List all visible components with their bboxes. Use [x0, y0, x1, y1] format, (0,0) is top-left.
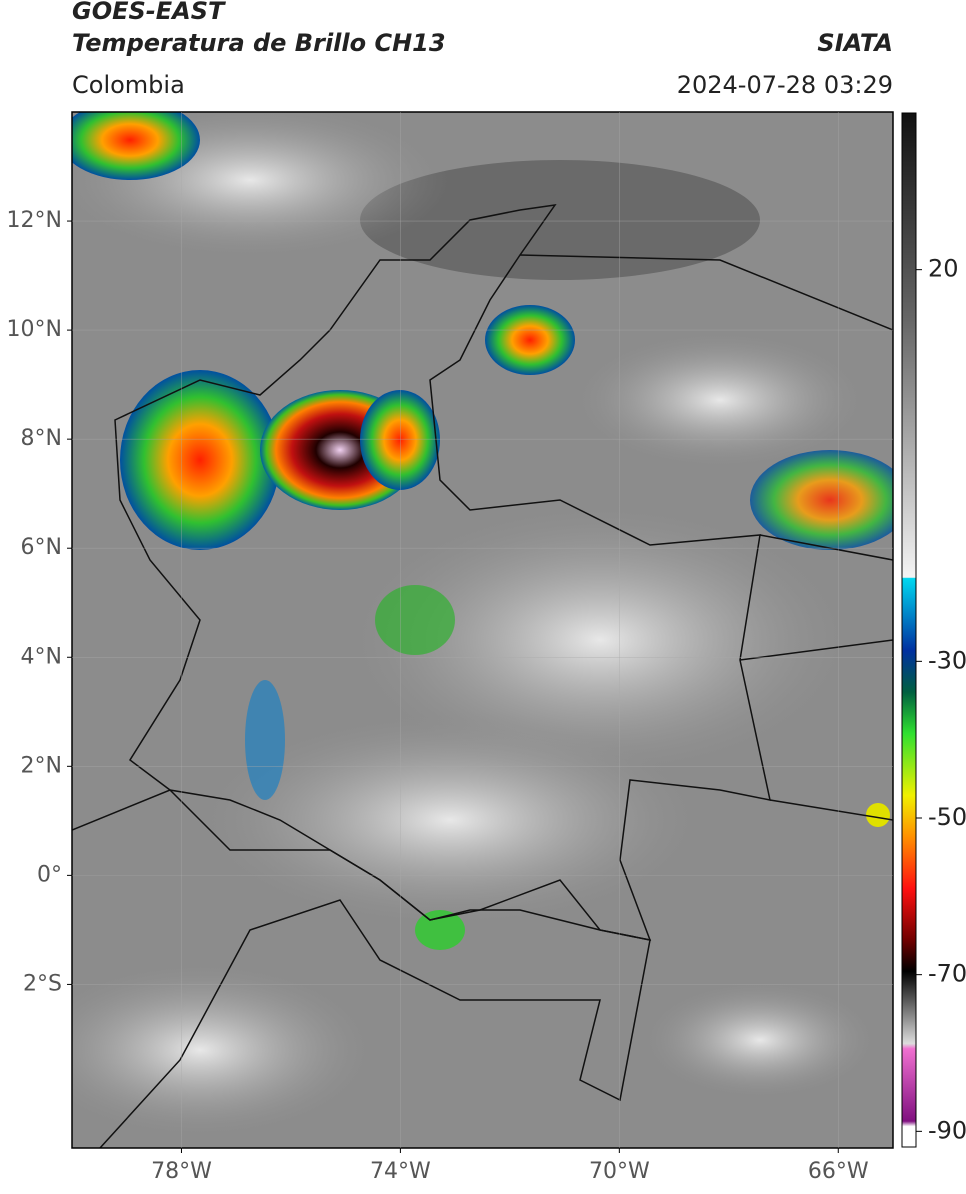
lon-label: 78°W	[151, 1159, 212, 1184]
lon-label: 74°W	[370, 1159, 431, 1184]
colorbar-label: -30	[928, 646, 966, 674]
colorbar	[901, 112, 917, 1148]
lat-label: 10°N	[7, 317, 62, 342]
datetime: 2024-07-28 03:29	[677, 71, 893, 99]
lon-label: 66°W	[808, 1159, 869, 1184]
lat-label: 12°N	[7, 208, 62, 233]
colorbar-label: -50	[928, 803, 966, 831]
lat-label: 2°N	[21, 753, 62, 778]
subtitle: Temperatura de Brillo CH13	[72, 29, 446, 57]
source: SIATA	[817, 29, 893, 57]
colorbar-label: -90	[928, 1116, 966, 1144]
title: GOES-EAST	[72, 0, 226, 25]
lon-label: 70°W	[589, 1159, 650, 1184]
region: Colombia	[72, 71, 185, 99]
satellite-image	[72, 112, 893, 1148]
lat-label: 2°S	[23, 971, 62, 996]
lat-label: 6°N	[21, 535, 62, 560]
lat-label: 8°N	[21, 426, 62, 451]
map-frame	[71, 111, 894, 1149]
colorbar-label: -70	[928, 960, 966, 988]
colorbar-label: 20	[928, 255, 959, 283]
lat-label: 4°N	[21, 644, 62, 669]
lat-label: 0°	[37, 862, 62, 887]
